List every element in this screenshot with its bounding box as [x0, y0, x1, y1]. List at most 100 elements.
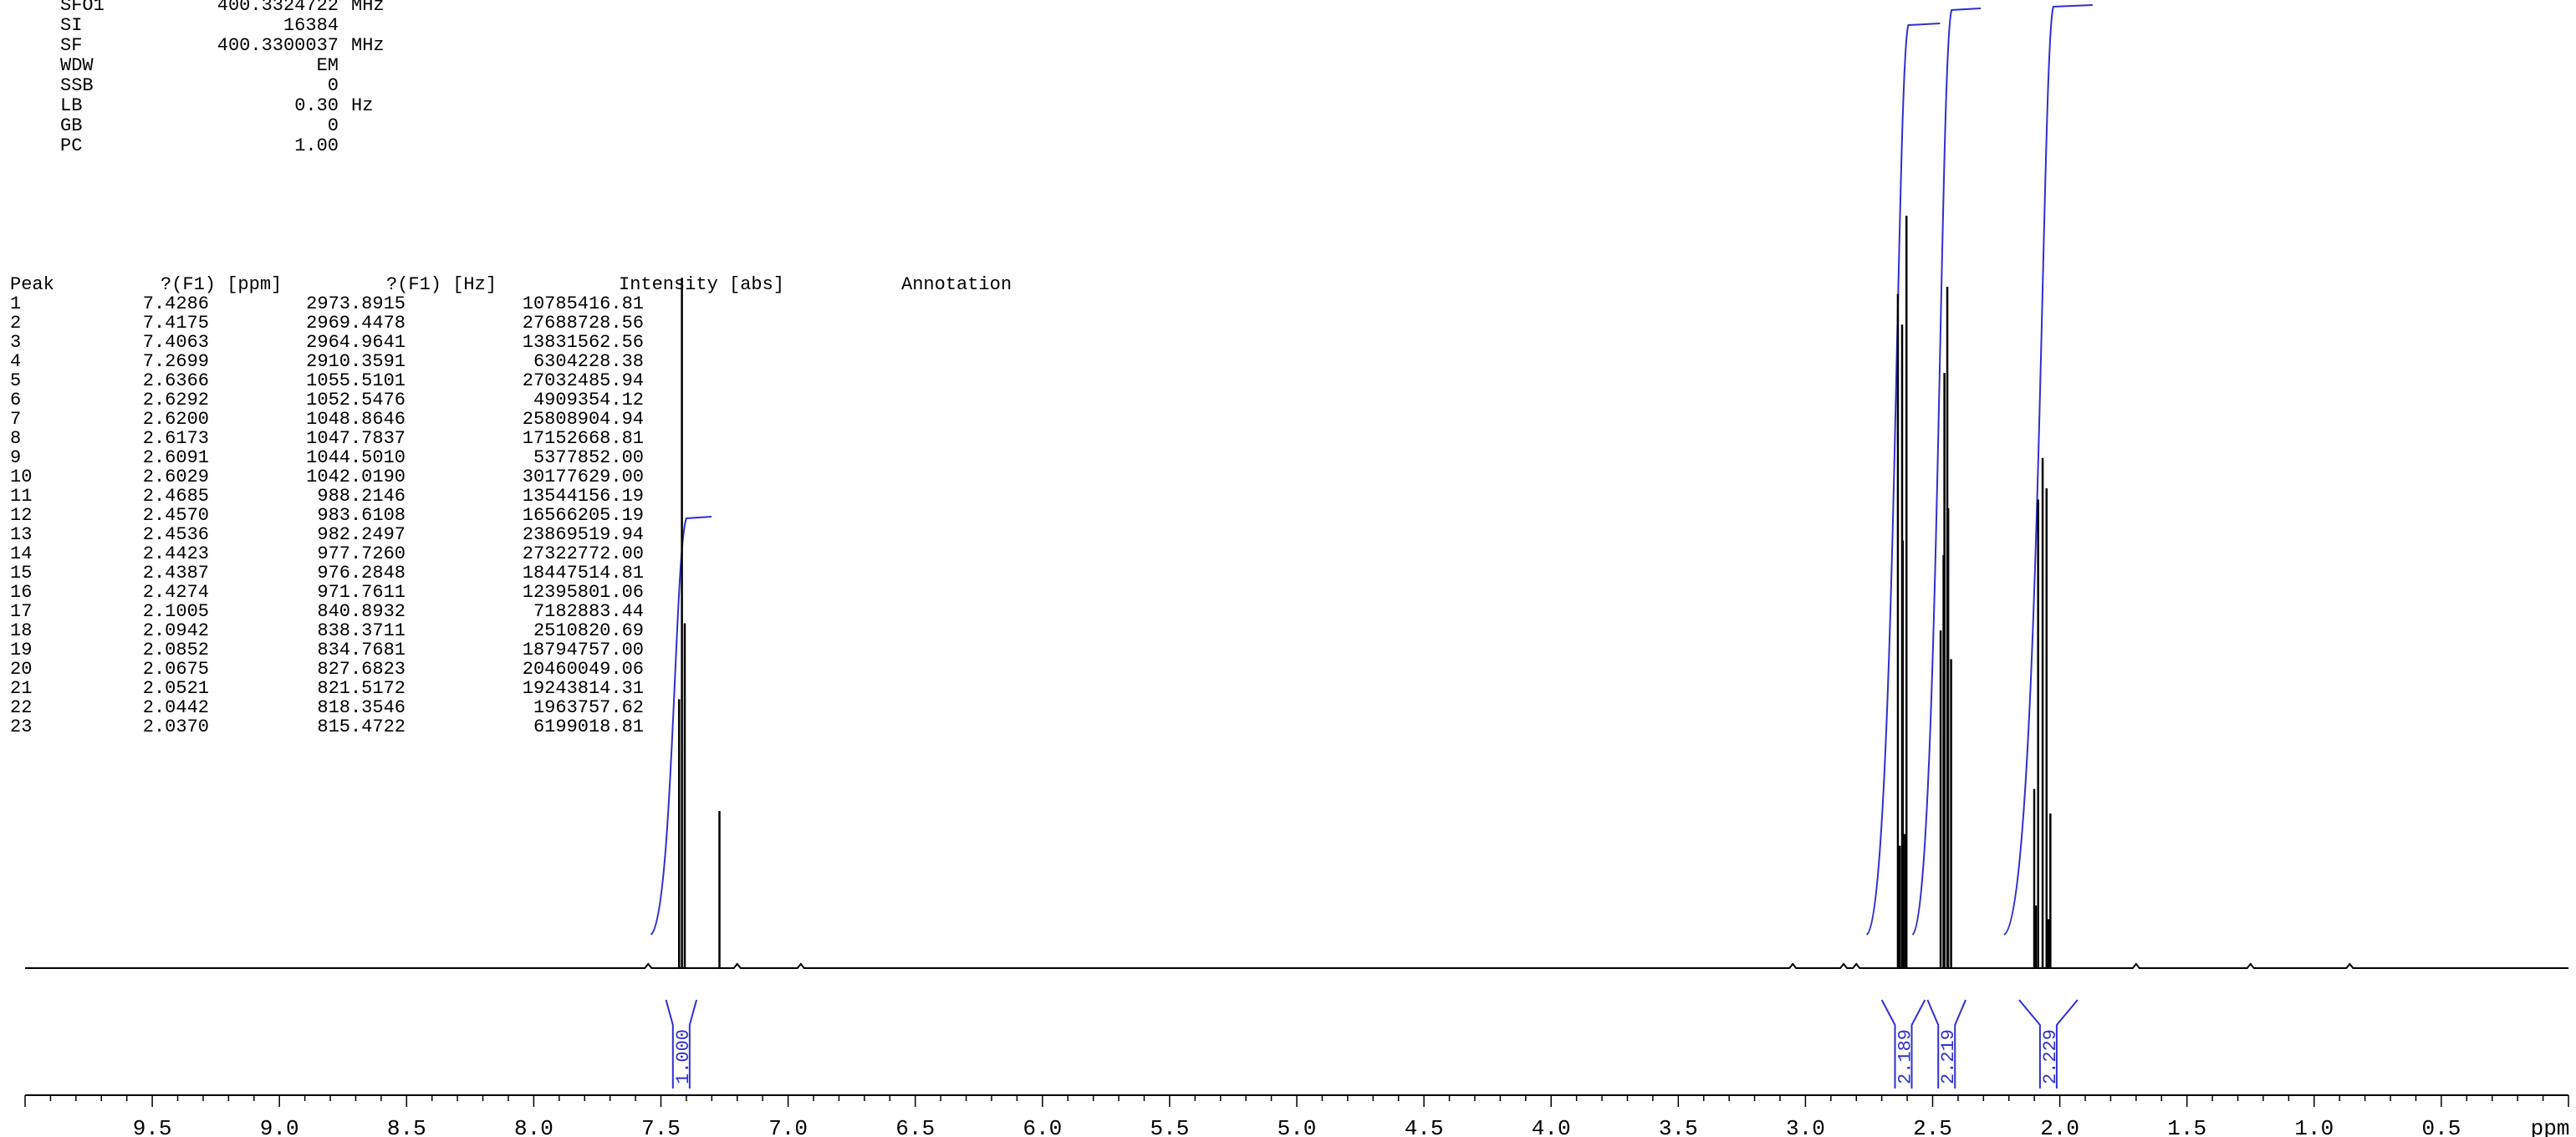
x-tick-label: 5.5	[1150, 1116, 1189, 1137]
peak-ppm: 2.6091	[143, 447, 209, 468]
peak-number: 10	[10, 467, 32, 487]
peak-number: 9	[10, 447, 21, 468]
peak-ppm: 7.4063	[143, 332, 209, 353]
peak-ppm: 2.4423	[143, 543, 209, 564]
peak-hz: 834.7681	[317, 640, 406, 660]
integral-curves	[650, 4, 2093, 936]
param-name: SI	[60, 15, 82, 36]
peak-intensity: 27322772.00	[523, 543, 644, 564]
peak-ppm: 7.2699	[143, 351, 209, 372]
peak-number: 3	[10, 332, 21, 353]
param-value: 400.3300037	[217, 35, 339, 56]
x-tick-label: 6.5	[895, 1116, 935, 1137]
peak-ppm: 2.6366	[143, 370, 209, 391]
peak-number: 19	[10, 640, 32, 660]
peak-table-header: ?(F1) [Hz]	[386, 274, 497, 295]
peak-intensity: 5377852.00	[533, 447, 644, 468]
peak-hz: 1047.7837	[306, 428, 406, 449]
peak-number: 15	[10, 563, 32, 584]
peak-ppm: 2.0442	[143, 697, 209, 718]
peak-intensity: 13831562.56	[523, 332, 644, 353]
peak-hz: 976.2848	[317, 563, 406, 584]
x-tick-label: 1.0	[2294, 1116, 2334, 1137]
integral-curve	[1865, 23, 1941, 936]
peak-number: 11	[10, 486, 32, 507]
peak-hz: 2964.9641	[306, 332, 406, 353]
spectrum-trace	[25, 962, 2568, 969]
param-value: EM	[317, 55, 339, 76]
integral-curve	[650, 516, 712, 936]
peak-intensity: 17152668.81	[523, 428, 644, 449]
peak-intensity: 27688728.56	[523, 313, 644, 334]
peak-intensity: 13544156.19	[523, 486, 644, 507]
peak-ppm: 2.6292	[143, 390, 209, 410]
acquisition-parameters: SFO1 400.3324722 MHz SI 16384 SF 400.3300037 MH…	[60, 0, 385, 156]
peak-ppm: 2.6200	[143, 409, 209, 430]
peak-number: 12	[10, 505, 32, 526]
peak-number: 7	[10, 409, 21, 430]
x-tick-label: 7.5	[641, 1116, 681, 1137]
peak-hz: 2969.4478	[306, 313, 406, 334]
param-unit: Hz	[351, 95, 373, 116]
peak-table-header: Peak	[10, 274, 54, 295]
spectrum-peaks	[677, 216, 2052, 968]
x-tick-label: 3.5	[1659, 1116, 1698, 1137]
peak-ppm: 7.4175	[143, 313, 209, 334]
peak-hz: 818.3546	[317, 697, 406, 718]
peak-number: 5	[10, 370, 21, 391]
peak-hz: 1044.5010	[306, 447, 406, 468]
x-tick-label: 4.0	[1532, 1116, 1571, 1137]
peak-hz: 988.2146	[317, 486, 406, 507]
integral-value: 2.229	[2040, 1029, 2061, 1084]
integral-bracket-line	[2018, 999, 2079, 1089]
integral-value: 1.000	[673, 1029, 694, 1084]
peak-intensity: 18447514.81	[523, 563, 644, 584]
peak-table: Peak ?(F1) [ppm] ?(F1) [Hz] Intensity [abs]…	[10, 274, 1012, 737]
x-tick-label: 8.0	[514, 1116, 553, 1137]
x-axis-unit-label: ppm	[2531, 1116, 2570, 1137]
peak-ppm: 2.0942	[143, 620, 209, 641]
param-name: PC	[60, 135, 82, 156]
integral-bracket: 2.229	[2018, 999, 2079, 1089]
peak-intensity: 30177629.00	[523, 467, 644, 487]
param-unit: MHz	[351, 0, 385, 16]
peak-intensity: 23869519.94	[523, 524, 644, 545]
peak-hz: 983.6108	[317, 505, 406, 526]
peak-ppm: 2.1005	[143, 601, 209, 622]
peak-hz: 971.7611	[317, 582, 406, 603]
peak-number: 16	[10, 582, 32, 603]
peak-ppm: 2.0852	[143, 640, 209, 660]
peak-hz: 977.7260	[317, 543, 406, 564]
peak-ppm: 2.6173	[143, 428, 209, 449]
x-tick-label: 8.5	[387, 1116, 426, 1137]
peak-hz: 982.2497	[317, 524, 406, 545]
integral-bracket: 1.000	[665, 999, 698, 1089]
param-name: SF	[60, 35, 82, 56]
integral-value: 2.219	[1938, 1029, 1959, 1084]
peak-number: 17	[10, 601, 32, 622]
peak-ppm: 2.4685	[143, 486, 209, 507]
peak-hz: 1048.8646	[306, 409, 406, 430]
peak-number: 20	[10, 659, 32, 680]
peak-hz: 838.3711	[317, 620, 406, 641]
peak-intensity: 4909354.12	[533, 390, 644, 410]
param-value: 0.30	[294, 95, 339, 116]
peak-intensity: 18794757.00	[523, 640, 644, 660]
x-tick-label: 5.0	[1278, 1116, 1317, 1137]
integral-bracket-line	[1880, 999, 1926, 1089]
param-name: LB	[60, 95, 82, 116]
param-name: GB	[60, 115, 82, 136]
peak-number: 8	[10, 428, 21, 449]
peak-hz: 815.4722	[317, 716, 406, 737]
peak-hz: 1055.5101	[306, 370, 406, 391]
peak-hz: 840.8932	[317, 601, 406, 622]
x-tick-label: 7.0	[768, 1116, 808, 1137]
peak-number: 13	[10, 524, 32, 545]
peak-intensity: 6199018.81	[533, 716, 644, 737]
integral-brackets: 1.000 2.189 2.219 2.229	[665, 999, 2079, 1089]
peak-intensity: 7182883.44	[533, 601, 644, 622]
peak-ppm: 2.6029	[143, 467, 209, 487]
peak-table-header: Annotation	[901, 274, 1012, 295]
x-tick-label: 3.0	[1786, 1116, 1825, 1137]
param-name: WDW	[60, 55, 94, 76]
